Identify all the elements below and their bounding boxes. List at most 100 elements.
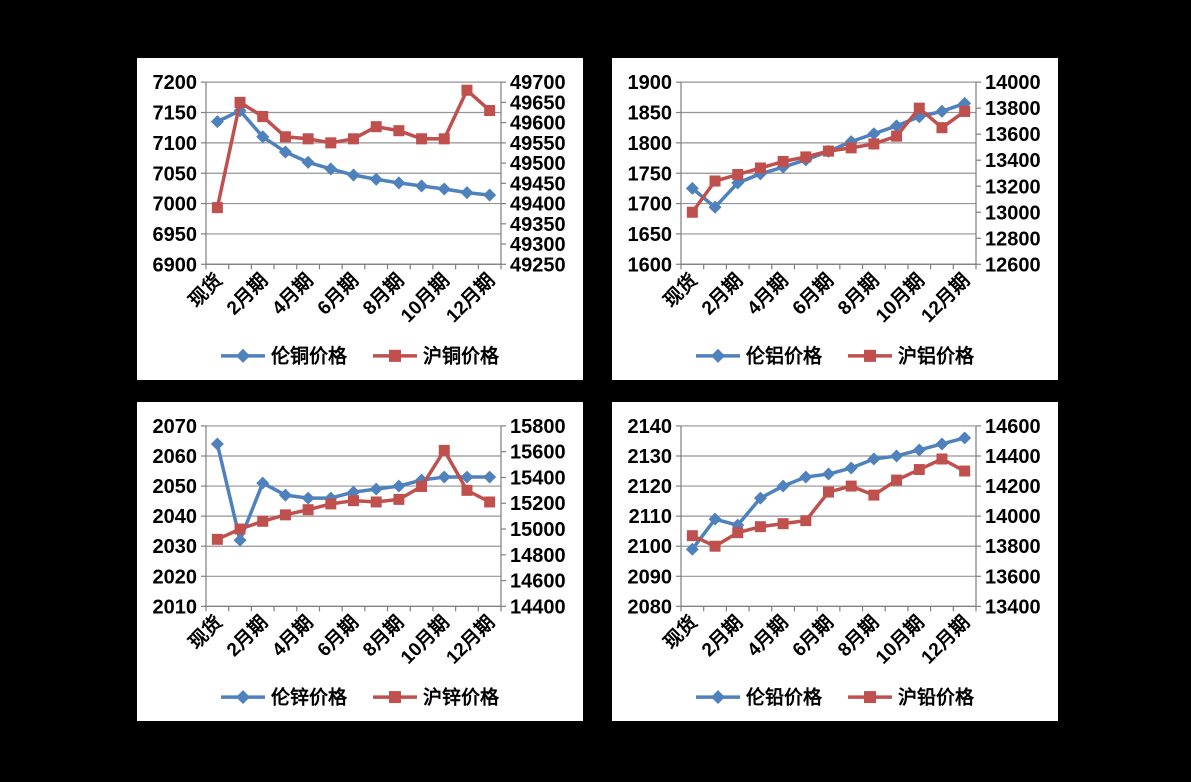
series-marker-diamond xyxy=(324,162,338,176)
left-axis-tick-label: 1800 xyxy=(628,133,672,155)
series-marker-diamond xyxy=(392,479,406,493)
x-axis-label: 10月期 xyxy=(871,269,928,327)
left-axis-tick-label: 2030 xyxy=(153,536,197,558)
left-axis-tick-label: 1650 xyxy=(628,224,672,246)
legend-label: 伦铝价格 xyxy=(746,344,823,367)
chart-panel-aluminum: 1900 1850 1800 1750 1700 1650 1600 14000 13800 13… xyxy=(612,58,1058,380)
legend-marker-diamond xyxy=(711,690,725,705)
right-axis-tick-label: 49500 xyxy=(510,153,566,175)
left-axis-tick-label: 2100 xyxy=(628,536,672,558)
series-marker-diamond xyxy=(256,130,270,144)
left-axis-tick-label: 7150 xyxy=(153,102,197,124)
right-axis-tick-label: 14400 xyxy=(985,446,1041,468)
series-marker-square xyxy=(800,151,812,163)
series-marker-square xyxy=(257,111,269,123)
right-axis-tick-label: 13200 xyxy=(985,176,1041,198)
x-axis-label: 6月期 xyxy=(788,269,838,319)
series-marker-diamond xyxy=(256,476,270,490)
series-marker-square xyxy=(777,518,789,530)
series-marker-square xyxy=(823,145,834,157)
right-axis-tick-label: 49650 xyxy=(510,92,566,114)
series-marker-square xyxy=(845,480,857,492)
left-axis-tick-label: 2140 xyxy=(628,416,672,438)
x-axis-label: 4月期 xyxy=(268,611,318,661)
series-marker-square xyxy=(234,523,246,535)
series-marker-diamond xyxy=(210,115,224,129)
left-axis-tick-label: 2110 xyxy=(629,506,672,528)
series-marker-square xyxy=(891,474,903,486)
series-marker-square xyxy=(438,133,450,145)
series-marker-diamond xyxy=(958,431,972,445)
x-axis-label: 12月期 xyxy=(917,269,974,327)
right-axis-tick-label: 15000 xyxy=(510,519,566,541)
left-axis-tick-label: 7050 xyxy=(153,163,197,185)
x-axis-label: 2月期 xyxy=(222,269,272,319)
left-axis-tick-label: 2070 xyxy=(153,416,197,438)
right-axis-tick-label: 15600 xyxy=(510,442,566,464)
right-axis-tick-label: 14600 xyxy=(510,571,566,593)
left-axis-tick-label: 2010 xyxy=(153,596,197,618)
left-axis-tick-label: 2020 xyxy=(153,566,197,588)
left-axis-tick-label: 2060 xyxy=(153,446,197,468)
right-axis-tick-label: 15200 xyxy=(510,493,566,515)
series-line-沪铝价格 xyxy=(690,106,967,215)
left-axis-tick-label: 6900 xyxy=(153,254,197,276)
x-axis-label: 6月期 xyxy=(313,269,363,319)
series-marker-diamond xyxy=(233,533,247,547)
right-axis-tick-label: 49250 xyxy=(510,254,566,276)
series-marker-diamond xyxy=(685,181,699,195)
series-marker-square xyxy=(959,465,971,477)
left-axis-tick-label: 7200 xyxy=(153,72,197,94)
series-marker-diamond xyxy=(301,491,315,505)
right-axis-tick-label: 49350 xyxy=(510,214,566,236)
series-marker-diamond xyxy=(844,461,858,475)
series-marker-square xyxy=(868,489,880,501)
series-marker-square xyxy=(891,130,903,142)
series-marker-square xyxy=(461,484,473,496)
chart-lead: 2140 2130 2120 2110 2100 2090 2080 14600 14400 14… xyxy=(628,416,1041,709)
series-marker-diamond xyxy=(776,479,790,493)
series-marker-diamond xyxy=(912,443,926,457)
series-marker-square xyxy=(686,206,698,218)
series-marker-diamond xyxy=(278,145,292,159)
series-marker-diamond xyxy=(890,119,904,133)
series-marker-diamond xyxy=(278,488,292,502)
series-marker-square xyxy=(868,138,880,150)
left-axis-tick-label: 2040 xyxy=(153,506,197,528)
x-axis-label: 2月期 xyxy=(697,611,747,661)
series-marker-square xyxy=(913,464,925,476)
series-marker-diamond xyxy=(301,155,315,169)
series-marker-square xyxy=(257,515,269,527)
legend-marker-square xyxy=(389,691,401,704)
x-axis-label: 12月期 xyxy=(442,611,499,668)
series-marker-diamond xyxy=(867,127,881,141)
series-marker-square xyxy=(800,515,812,527)
right-axis-tick-label: 14600 xyxy=(985,416,1041,438)
series-line-伦铜价格 xyxy=(215,108,492,197)
right-axis-tick-label: 14800 xyxy=(510,545,566,567)
chart-zinc: 2070 2060 2050 2040 2030 2020 2010 15800 15600 15… xyxy=(153,416,566,709)
series-marker-diamond xyxy=(799,470,813,484)
left-axis-tick-label: 1750 xyxy=(628,163,672,185)
series-marker-diamond xyxy=(210,437,224,451)
left-axis-tick-label: 1900 xyxy=(628,72,672,94)
x-axis-label: 4月期 xyxy=(268,269,318,319)
series-marker-square xyxy=(279,509,291,521)
chart-panel-lead: 2140 2130 2120 2110 2100 2090 2080 14600 14400 14… xyxy=(612,402,1058,721)
x-axis-label: 2月期 xyxy=(697,269,747,319)
series-marker-square xyxy=(936,122,948,134)
series-marker-square xyxy=(709,175,721,187)
series-marker-square xyxy=(732,168,744,181)
legend-marker-square xyxy=(864,349,876,362)
left-axis-tick-label: 2050 xyxy=(153,476,197,498)
left-axis-tick-label: 2090 xyxy=(628,566,672,588)
legend-marker-diamond xyxy=(236,348,250,363)
series-marker-diamond xyxy=(460,186,474,200)
series-marker-square xyxy=(709,540,721,552)
left-axis-tick-label: 2080 xyxy=(628,596,672,618)
left-axis-tick-label: 1850 xyxy=(628,102,672,124)
x-axis-label: 10月期 xyxy=(396,269,453,327)
right-axis-tick-label: 14200 xyxy=(985,476,1041,498)
legend-label: 伦锌价格 xyxy=(271,686,348,709)
